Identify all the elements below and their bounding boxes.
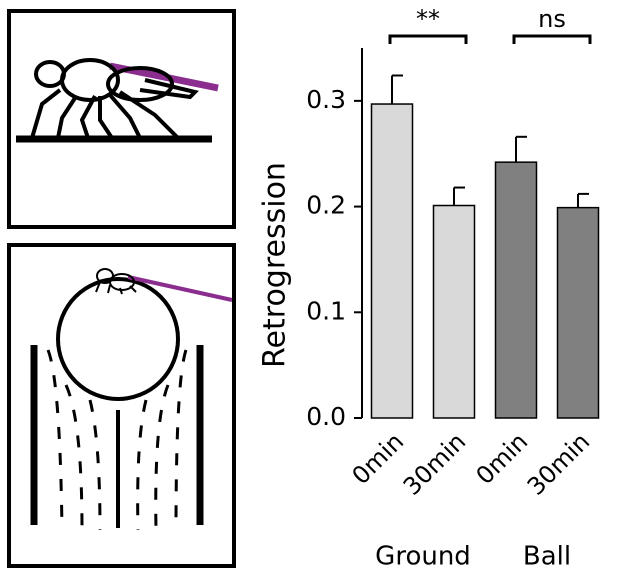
- group-label: Ball: [523, 542, 571, 572]
- fly-ball-illustration: [7, 243, 236, 568]
- y-tick-label: 0.1: [306, 296, 346, 325]
- y-tick-label: 0.0: [306, 402, 346, 431]
- significance-bracket: [512, 34, 592, 44]
- y-tick-label: 0.2: [306, 191, 346, 220]
- fly-ground-illustration: [7, 9, 236, 229]
- significance-label: ns: [538, 5, 566, 33]
- bar: [556, 206, 600, 419]
- x-tick-label: 30min: [398, 427, 471, 500]
- significance-label: **: [416, 5, 440, 33]
- x-tick-label: 30min: [522, 427, 595, 500]
- bar: [370, 103, 414, 419]
- y-tick-label: 0.3: [306, 85, 346, 114]
- bar: [494, 161, 538, 419]
- significance-bracket: [388, 34, 468, 44]
- y-axis-label: Retrogression: [258, 162, 293, 368]
- group-label: Ground: [375, 542, 471, 572]
- bar: [432, 204, 476, 419]
